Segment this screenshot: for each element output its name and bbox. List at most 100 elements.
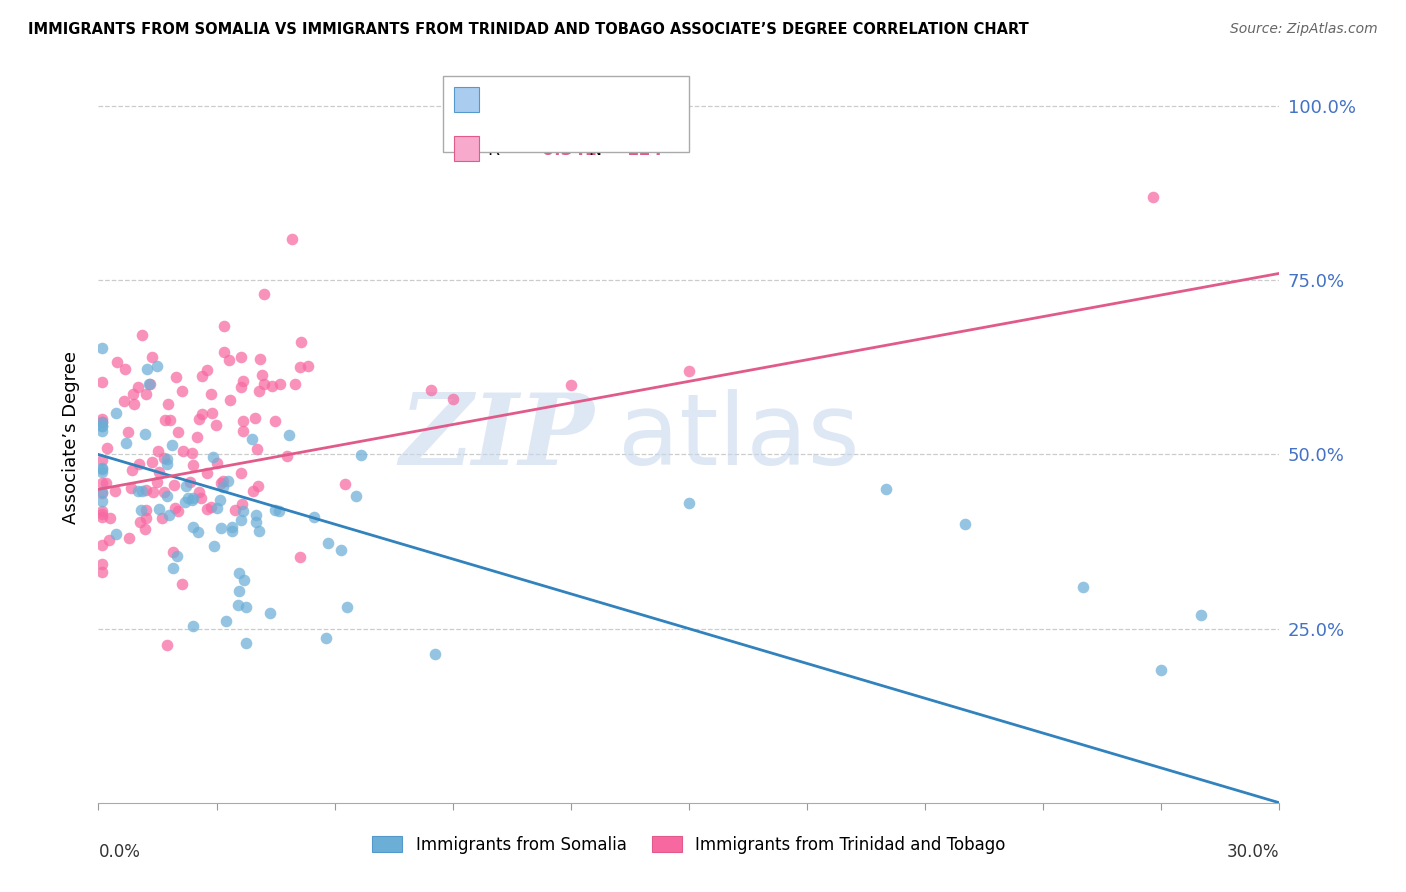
- Point: [221, 519, 243, 533]
- Point: [156, 452, 179, 467]
- Point: [163, 477, 186, 491]
- Point: [94, 475, 117, 490]
- Point: [159, 413, 181, 427]
- Point: [157, 508, 180, 522]
- Point: [242, 483, 264, 498]
- Point: [217, 474, 239, 488]
- Point: [162, 545, 184, 559]
- Point: [139, 376, 162, 391]
- Point: [232, 374, 254, 388]
- Point: [91, 507, 114, 521]
- Point: [229, 350, 252, 364]
- Point: [181, 520, 204, 534]
- Point: [253, 377, 276, 392]
- Point: [162, 561, 184, 575]
- Point: [91, 412, 114, 426]
- Point: [190, 491, 212, 506]
- Point: [259, 606, 281, 620]
- Point: [146, 359, 169, 374]
- Point: [231, 513, 253, 527]
- Point: [269, 376, 291, 391]
- Point: [209, 475, 232, 490]
- Point: [166, 504, 188, 518]
- Point: [114, 361, 136, 376]
- Text: 0.341: 0.341: [530, 141, 596, 159]
- Point: [156, 638, 179, 652]
- Text: N =: N =: [589, 92, 628, 110]
- Text: 30.0%: 30.0%: [1227, 843, 1279, 861]
- Point: [188, 485, 211, 500]
- Point: [195, 363, 218, 377]
- Text: atlas: atlas: [619, 389, 859, 485]
- Point: [91, 424, 114, 438]
- Point: [350, 448, 373, 462]
- Point: [181, 492, 204, 507]
- Point: [191, 369, 214, 384]
- Text: ZIP: ZIP: [399, 389, 595, 485]
- Point: [134, 510, 156, 524]
- Point: [278, 428, 301, 442]
- Point: [181, 619, 204, 633]
- Point: [215, 614, 238, 628]
- Point: [134, 426, 156, 441]
- Point: [247, 524, 270, 538]
- Point: [335, 476, 357, 491]
- Point: [148, 466, 170, 480]
- Point: [246, 478, 269, 492]
- Text: Source: ZipAtlas.com: Source: ZipAtlas.com: [1230, 22, 1378, 37]
- Point: [162, 438, 184, 452]
- Point: [247, 384, 270, 399]
- Point: [205, 417, 228, 432]
- Point: [156, 458, 179, 472]
- Point: [212, 318, 235, 333]
- Point: [146, 475, 169, 490]
- Point: [224, 503, 246, 517]
- Point: [560, 377, 582, 392]
- Point: [91, 486, 114, 500]
- Point: [122, 387, 145, 401]
- Point: [181, 446, 204, 460]
- Point: [129, 516, 152, 530]
- Point: [250, 368, 273, 382]
- Point: [141, 350, 163, 364]
- Point: [91, 466, 114, 480]
- Point: [205, 501, 228, 516]
- Point: [240, 432, 263, 446]
- Point: [105, 406, 128, 420]
- Point: [200, 386, 222, 401]
- Point: [146, 444, 169, 458]
- Point: [172, 443, 194, 458]
- Point: [243, 411, 266, 425]
- Point: [91, 484, 114, 499]
- Point: [91, 419, 114, 434]
- Point: [163, 501, 186, 516]
- Point: [195, 467, 218, 481]
- Point: [148, 502, 170, 516]
- Point: [678, 364, 700, 378]
- Text: 0.0%: 0.0%: [98, 843, 141, 861]
- Point: [315, 631, 337, 645]
- Point: [112, 394, 135, 409]
- Point: [202, 450, 225, 465]
- Point: [170, 577, 193, 591]
- Point: [202, 539, 225, 553]
- Point: [209, 492, 232, 507]
- Point: [120, 481, 142, 495]
- Point: [91, 509, 114, 524]
- Point: [1189, 607, 1212, 622]
- Point: [231, 466, 253, 480]
- Point: [245, 516, 267, 530]
- Point: [186, 430, 208, 444]
- Point: [181, 491, 204, 505]
- Point: [91, 415, 114, 429]
- Point: [117, 425, 139, 439]
- Point: [150, 511, 173, 525]
- Point: [212, 345, 235, 359]
- Point: [131, 483, 153, 498]
- Point: [181, 458, 204, 472]
- Point: [128, 457, 150, 471]
- Point: [419, 383, 441, 397]
- Point: [138, 377, 160, 392]
- Point: [191, 407, 214, 421]
- Point: [134, 522, 156, 536]
